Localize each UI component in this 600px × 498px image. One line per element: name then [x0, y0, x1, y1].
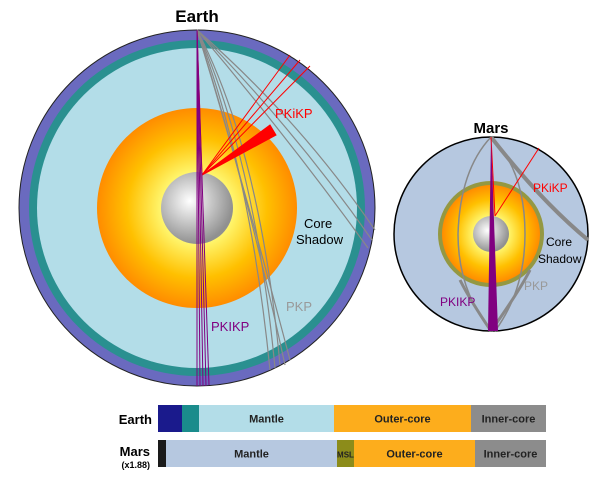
earth-core-label: Core [304, 216, 332, 231]
earth-bar-segment [334, 405, 471, 432]
earth-bar-segment [158, 405, 182, 432]
mars-bar-label: Mars [120, 444, 150, 459]
mars-bar-segment [354, 440, 475, 467]
earth-bar-segment [182, 405, 199, 432]
mars-pkikp-red-rays [490, 136, 540, 217]
mars-bar-scale: (x1.88) [121, 460, 150, 470]
mars-cross-section [393, 135, 590, 332]
mars-bar-segment [475, 440, 546, 467]
pkikp-purple-rays [196, 29, 210, 387]
mars-bar-segment-label: Mantle [234, 449, 269, 461]
mars-layer-bar: Mantle MSL Outer-core Inner-core [158, 440, 546, 467]
mars-core-label: Core [546, 235, 572, 249]
mars-pkp-label: PKP [524, 279, 548, 293]
mars-bar-segment [337, 440, 354, 467]
earth-bar-segment-label: Mantle [249, 414, 284, 426]
earth-layer-bar: Mantle Outer-core Inner-core [158, 405, 546, 432]
mars-pkikp-purple-rays [488, 137, 498, 331]
mars-bar-segment [158, 440, 166, 467]
earth-bar-label: Earth [119, 412, 152, 427]
mars-bar-segment-label: MSL [337, 451, 354, 460]
pkp-rays [196, 29, 376, 371]
earth-cross-section [18, 29, 376, 387]
earth-bar-segment [199, 405, 334, 432]
mars-title: Mars [473, 120, 508, 137]
mars-bar-segment [166, 440, 337, 467]
earth-bar-segment-label: Outer-core [374, 414, 430, 426]
earth-pkikp-red-label: PKiKP [275, 106, 313, 121]
earth-title: Earth [175, 7, 218, 26]
mars-pkp-rays [457, 135, 590, 332]
earth-bar-segment [471, 405, 546, 432]
mars-pkikp-label: PKIKP [440, 295, 475, 309]
mars-shadow-label: Shadow [538, 252, 582, 266]
earth-pkp-label: PKP [286, 299, 312, 314]
earth-shadow-label: Shadow [296, 232, 344, 247]
earth-pkikp-label: PKIKP [211, 319, 249, 334]
mars-bar-segment-label: Inner-core [484, 449, 538, 461]
earth-bar-segment-label: Inner-core [482, 414, 536, 426]
mars-pkikp-red-label: PKiKP [533, 181, 568, 195]
mars-bar-segment-label: Outer-core [386, 449, 442, 461]
